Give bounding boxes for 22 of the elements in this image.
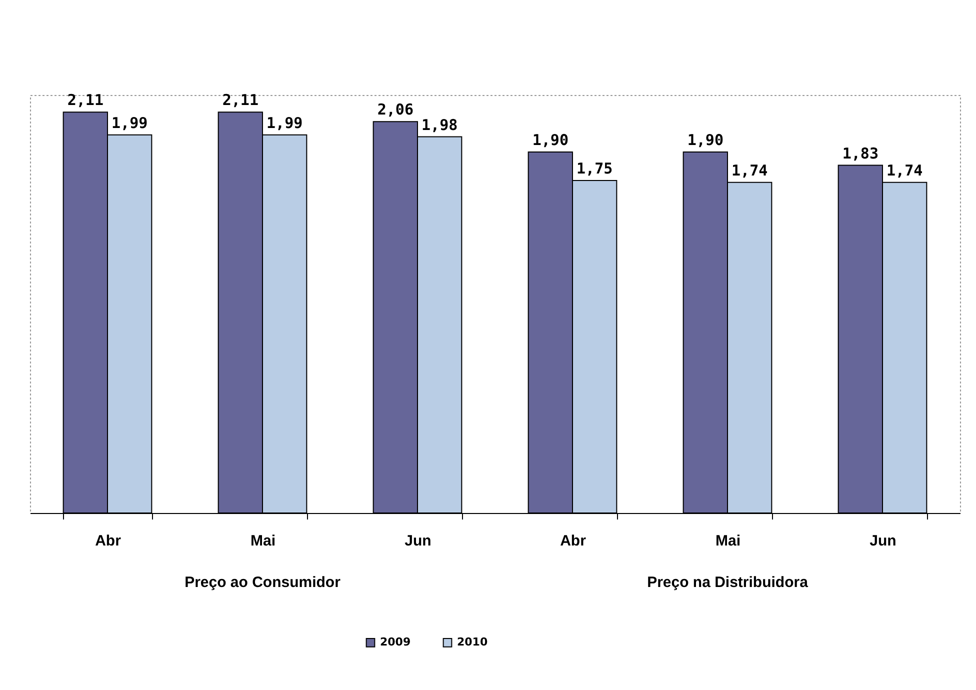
x-tick-label: Mai: [250, 532, 276, 550]
x-tick-label: Jun: [870, 532, 896, 550]
data-label: 1,83: [842, 144, 878, 162]
data-label: 2,11: [222, 91, 258, 110]
data-label: 2,11: [67, 91, 104, 110]
text: Preço na Distribuidora: [647, 574, 808, 591]
data-label: 1,74: [886, 161, 923, 180]
data-label: 1,74: [732, 161, 768, 180]
x-tick-label: Abr: [95, 532, 122, 550]
data-label: 1,98: [422, 116, 458, 134]
data-label: 1,75: [576, 160, 613, 178]
x-tick-label: Mai: [715, 532, 741, 550]
data-label: 1,90: [687, 131, 724, 149]
data-label: 2,06: [377, 100, 414, 119]
legend-label: 2009: [380, 636, 411, 649]
x-tick-label: Abr: [560, 532, 586, 550]
data-label: 1,99: [112, 114, 148, 132]
legend-label: 2010: [457, 636, 488, 649]
data-label: 1,99: [266, 114, 303, 132]
x-tick-label: Jun: [404, 532, 432, 550]
data-label: 1,90: [532, 131, 568, 149]
text: Preço ao Consumidor: [184, 574, 340, 591]
